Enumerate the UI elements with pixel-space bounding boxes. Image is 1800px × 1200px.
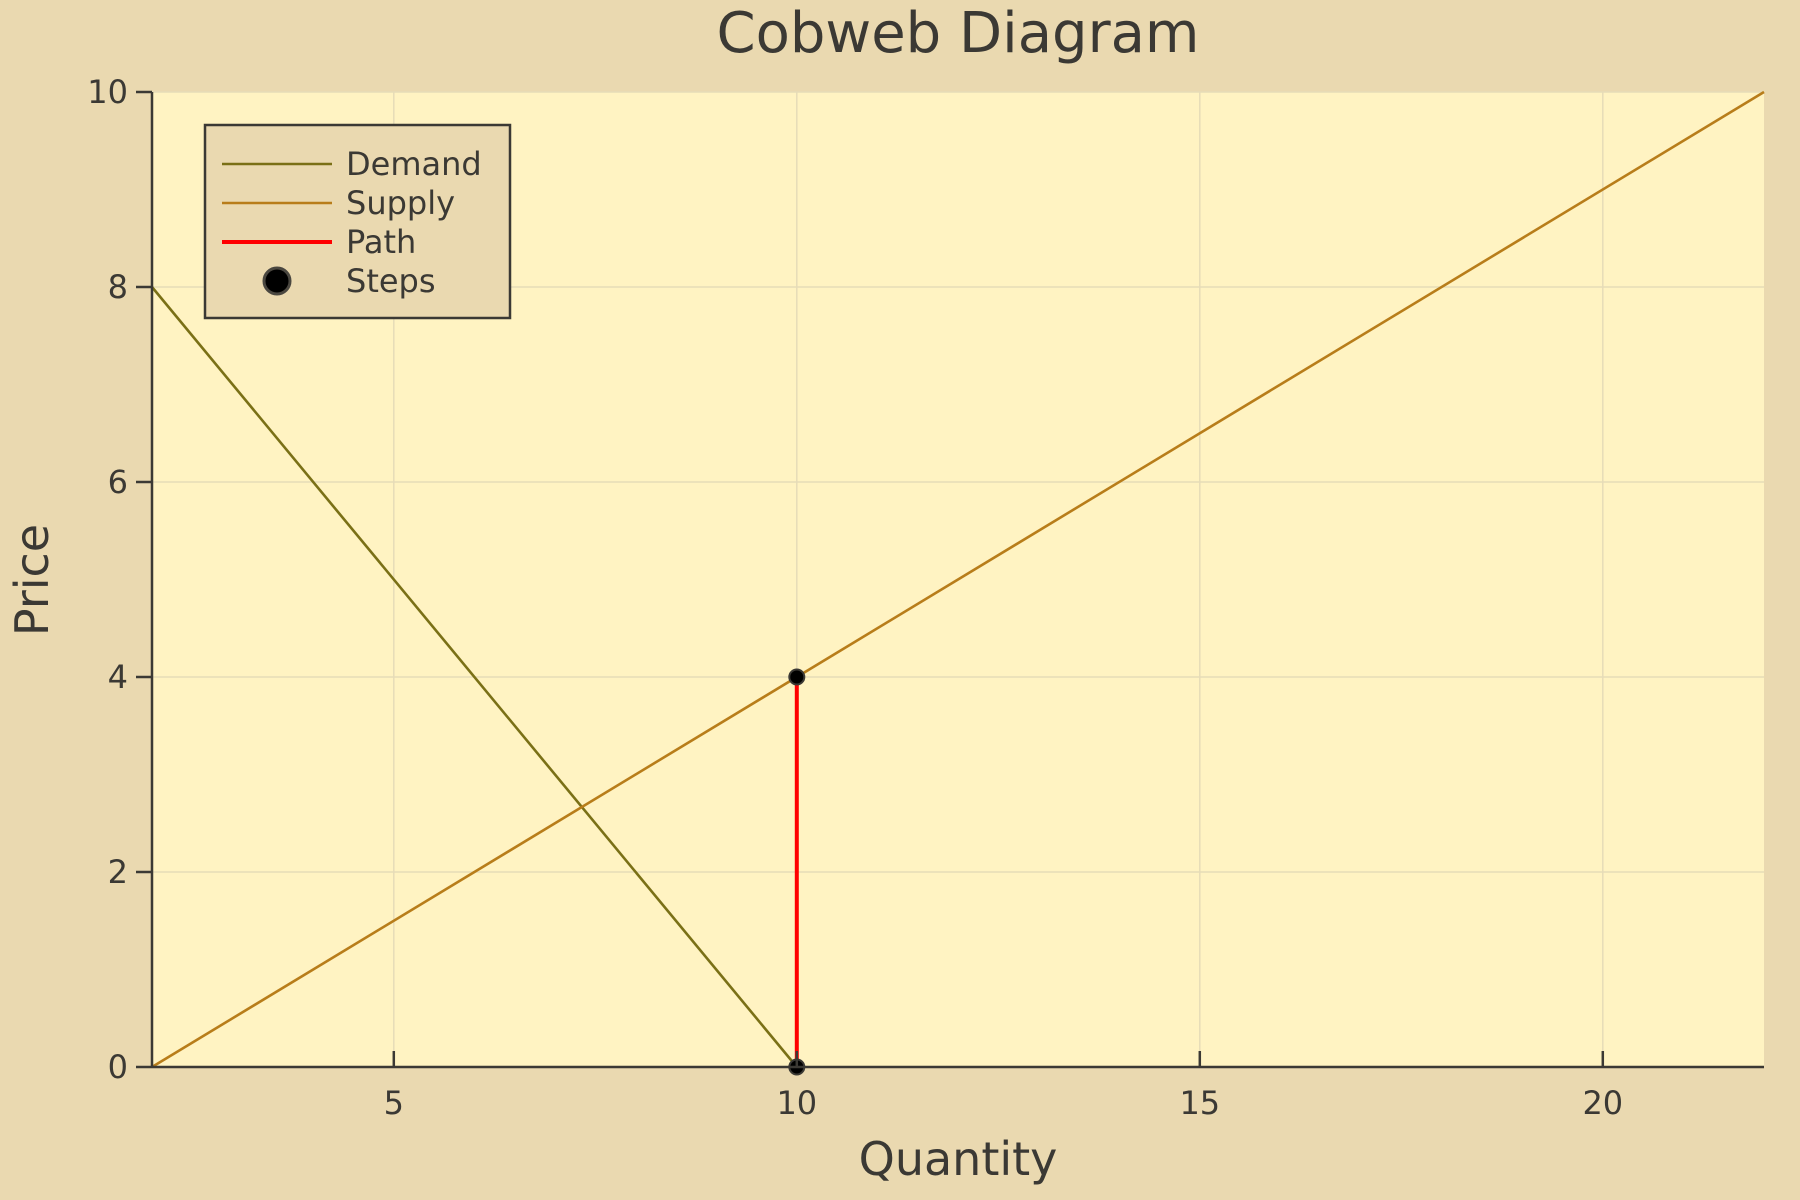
y-axis-label: Price (5, 524, 59, 636)
legend-label-demand: Demand (346, 145, 482, 183)
demand-line (150, 286, 798, 1068)
legend-swatch-steps (262, 266, 292, 296)
legend-label-steps: Steps (346, 262, 436, 300)
chart-title: Cobweb Diagram (717, 1, 1200, 66)
supply-line (151, 90, 1765, 1069)
series-layer (150, 90, 1765, 1076)
x-tick-label: 20 (1582, 1084, 1623, 1122)
steps-point (788, 668, 806, 686)
y-tick-label: 2 (108, 853, 128, 891)
x-tick-label: 10 (776, 1084, 817, 1122)
y-tick-label: 6 (108, 463, 128, 501)
y-tick-label: 0 (108, 1048, 128, 1086)
legend-box (203, 123, 512, 320)
x-tick-label: 15 (1179, 1084, 1220, 1122)
legend-label-supply: Supply (346, 184, 455, 222)
y-tick-label: 8 (108, 268, 128, 306)
y-tick-label: 10 (87, 73, 128, 111)
axes: 5 10 15 20 0 2 4 6 8 10 (87, 73, 1764, 1122)
x-axis-label: Quantity (859, 1132, 1058, 1186)
y-tick-label: 4 (108, 658, 128, 696)
x-tick-label: 5 (384, 1084, 404, 1122)
legend-label-path: Path (346, 223, 416, 261)
